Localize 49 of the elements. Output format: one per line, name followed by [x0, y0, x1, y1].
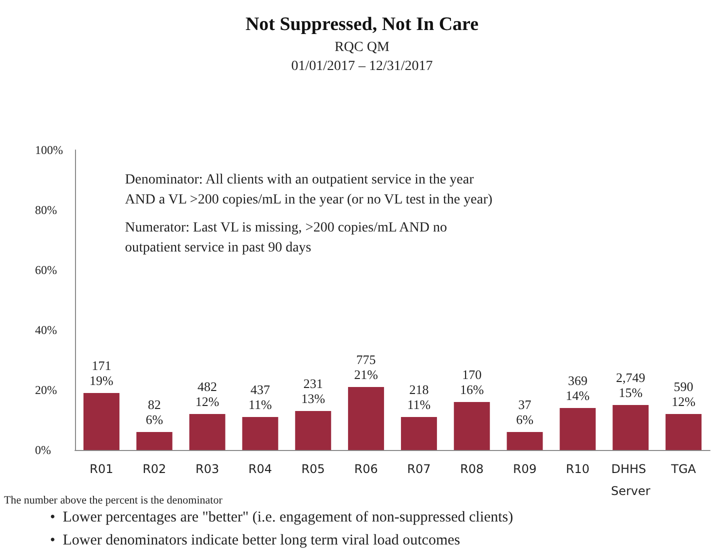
bar: [83, 393, 120, 450]
bar: [666, 414, 702, 450]
annotation: Numerator: Last VL is missing, >200 copies/mL AND no outpatient service in past 90 days: [125, 220, 447, 256]
y-tick-label: 20%: [35, 383, 57, 397]
x-tick-label: DHHS Server: [610, 462, 650, 498]
y-tick-label: 0%: [35, 443, 51, 457]
bar: [560, 408, 596, 450]
x-tick-label: R03: [195, 462, 220, 476]
y-tick-label: 40%: [35, 323, 57, 337]
data-label: 231 13%: [301, 376, 326, 406]
x-tick-label: R01: [90, 462, 114, 476]
chart-subtitle: RQC QM 01/01/2017 – 12/31/2017: [291, 40, 433, 74]
bar: [189, 414, 226, 450]
x-tick-label: R02: [142, 462, 166, 476]
y-tick-label: 100%: [35, 143, 63, 157]
bar: [136, 432, 172, 450]
x-tick-label: R07: [407, 462, 431, 476]
data-label: 590 12%: [672, 379, 696, 409]
bar: [400, 417, 437, 450]
bar: [295, 411, 332, 450]
y-tick-label: 80%: [35, 203, 57, 217]
x-tick-label: R06: [354, 462, 378, 476]
y-tick-label: 60%: [35, 263, 57, 277]
data-label: 218 11%: [407, 382, 431, 412]
data-label: 2,749 15%: [616, 370, 646, 400]
bar: [454, 402, 490, 450]
data-label: 37 6%: [516, 397, 534, 427]
x-tick-label: R05: [301, 462, 325, 476]
x-tick-label: R04: [248, 462, 272, 476]
text: • Lower percentages are "better" (i.e. engagement of non-suppressed clients): [50, 510, 514, 526]
data-label: 171 19%: [90, 358, 114, 388]
data-label: 82 6%: [146, 397, 164, 427]
x-tick-label: R10: [566, 462, 590, 476]
bar: [612, 405, 649, 450]
chart-title: Not Suppressed, Not In Care: [245, 14, 479, 35]
bar: [506, 432, 543, 450]
x-tick-label: R08: [460, 462, 484, 476]
x-tick-label: TGA: [670, 462, 697, 476]
text: • Lower denominators indicate better long term viral load outcomes: [50, 532, 460, 548]
bar: [348, 387, 384, 450]
annotation: Denominator: All clients with an outpatient service in the year AND a VL >200 copies/mL in the year (or no VL test in the year): [125, 172, 493, 208]
data-label: 369 14%: [566, 373, 590, 403]
text: The number above the percent is the denominator: [4, 494, 223, 506]
data-label: 482 12%: [195, 379, 220, 409]
data-label: 437 11%: [248, 382, 272, 412]
data-label: 170 16%: [460, 367, 484, 397]
bar: [242, 417, 278, 450]
data-label: 775 21%: [354, 352, 378, 382]
x-tick-label: R09: [512, 462, 537, 476]
